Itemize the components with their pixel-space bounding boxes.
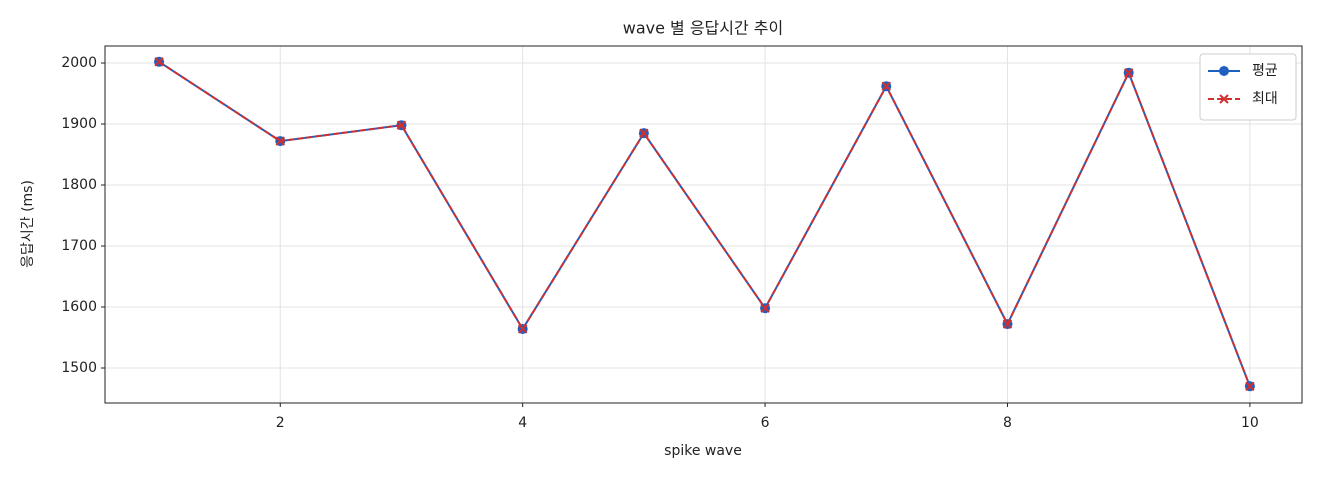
x-tick-label: 8 — [1003, 415, 1012, 431]
marker — [639, 128, 649, 138]
marker — [396, 120, 407, 130]
marker — [275, 136, 285, 146]
y-tick-label: 1800 — [61, 177, 97, 193]
x-tick-label: 6 — [761, 415, 770, 431]
legend-label: 평균 — [1252, 63, 1278, 79]
y-tick-label: 1600 — [61, 299, 97, 315]
legend-label: 최대 — [1252, 91, 1278, 107]
marker — [760, 303, 770, 313]
y-tick-label: 1900 — [61, 116, 97, 132]
x-tick-label: 10 — [1241, 415, 1259, 431]
legend-box — [1199, 53, 1297, 121]
x-tick-label: 4 — [518, 415, 527, 431]
marker — [154, 57, 164, 67]
x-axis-label: spike wave — [664, 443, 742, 459]
marker — [1245, 381, 1255, 391]
series-line — [158, 60, 1251, 387]
series-line — [158, 60, 1251, 387]
y-tick-label: 1500 — [61, 360, 97, 376]
plot-frame — [104, 45, 1303, 404]
marker — [1219, 66, 1229, 76]
marker — [1123, 68, 1134, 78]
y-axis-label: 응답시간 (ms) — [20, 180, 36, 268]
marker — [1219, 94, 1229, 104]
chart-title: wave 별 응답시간 추이 — [623, 19, 784, 38]
marker — [517, 324, 528, 334]
y-tick-label: 2000 — [61, 55, 97, 71]
y-tick-label: 1700 — [61, 238, 97, 254]
marker — [881, 81, 891, 91]
marker — [1002, 319, 1013, 329]
x-tick-label: 2 — [276, 415, 285, 431]
